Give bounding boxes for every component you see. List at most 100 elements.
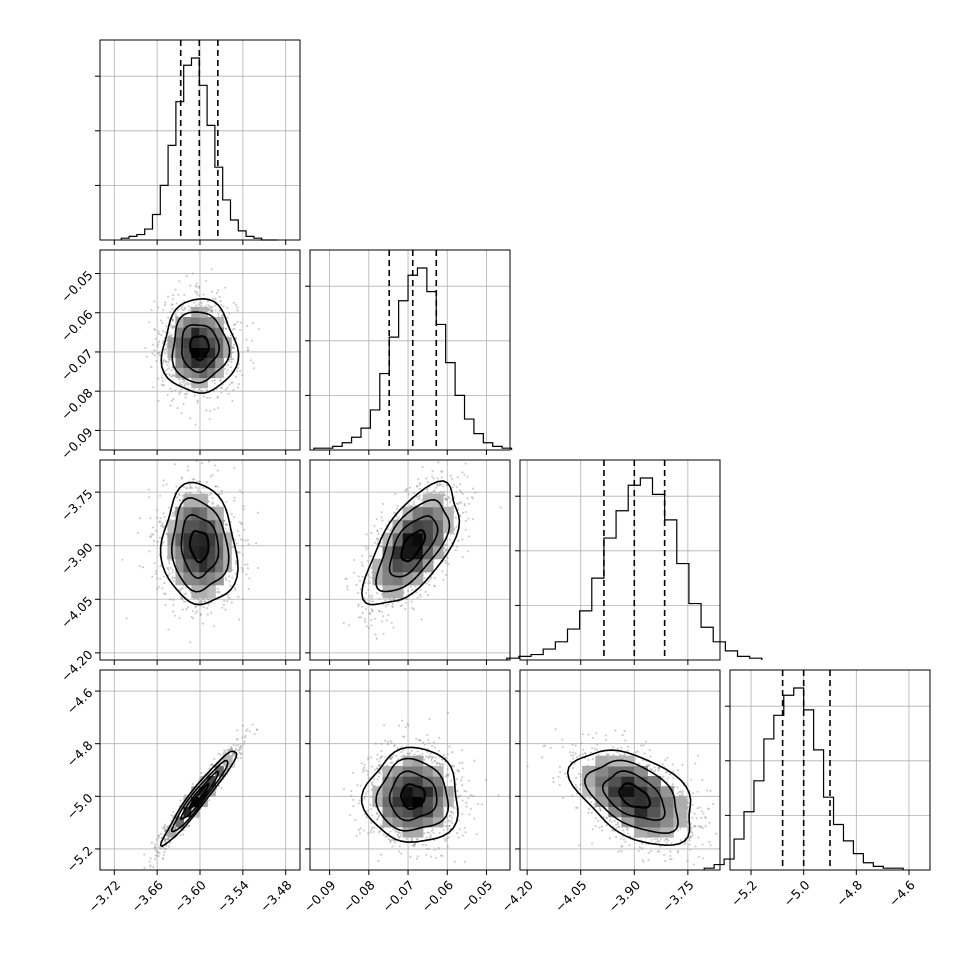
scatter-point [167,335,170,338]
scatter-point [444,559,447,562]
scatter-point [357,829,360,832]
scatter-point [380,750,383,753]
scatter-point [220,386,223,390]
scatter-point [453,533,456,536]
scatter-point [201,597,205,601]
scatter-point [399,604,402,608]
scatter-point [345,577,348,580]
scatter-point [368,576,371,579]
scatter-point [410,600,413,603]
scatter-point [171,298,174,301]
scatter-point [587,758,590,761]
scatter-point [169,566,172,570]
scatter-point [239,744,242,747]
scatter-point [149,535,152,539]
scatter-point [213,464,217,467]
scatter-point [241,491,244,494]
scatter-point [174,315,177,318]
scatter-point [364,620,367,623]
scatter-point [223,599,226,602]
scatter-point [156,851,159,854]
scatter-point [201,462,204,465]
scatter-point [656,838,659,841]
hist-frame-2 [519,459,721,661]
scatter-point [450,822,454,825]
scatter-point [410,750,413,753]
density-block [402,558,414,573]
scatter-point [620,837,623,840]
scatter-point [187,305,190,308]
scatter-point [441,762,444,766]
scatter-point [161,322,164,325]
scatter-point [247,348,250,352]
density-block [191,357,200,368]
scatter-point [378,610,381,613]
density-block [422,776,434,787]
scatter-point [192,617,195,620]
scatter-point [180,307,183,310]
scatter-point [543,744,546,747]
density-block [647,786,661,797]
scatter-point [213,408,216,411]
scatter-point [448,501,451,504]
scatter-point [155,854,158,858]
scatter-point [173,389,176,392]
scatter-point [225,372,228,375]
scatter-point [246,325,249,328]
scatter-point [383,724,386,727]
scatter-point [182,828,185,832]
scatter-point [172,579,175,583]
scatter-point [176,496,179,499]
scatter-point [193,301,196,304]
scatter-point [375,517,378,521]
scatter-point [665,841,668,844]
scatter-point [616,823,620,826]
density-block [647,796,661,808]
scatter-point [446,816,449,819]
scatter-point [211,473,214,477]
scatter-point [416,596,419,599]
scatter-point [220,303,223,307]
scatter-point [208,410,212,413]
scatter-point [446,753,449,756]
density-block [422,558,434,573]
density-block [191,317,200,328]
density-block [422,806,434,818]
scatter-point [173,463,176,466]
density-block [199,506,208,521]
scatter-point [425,847,428,850]
scatter-point [355,584,358,587]
scatter-point [342,622,345,625]
scatter-point [167,367,170,370]
scatter-point [357,603,360,606]
scatter-point [379,853,383,856]
scatter-point [447,773,450,776]
scatter-point [418,494,421,497]
scatter-point [419,588,422,592]
scatter-point [398,845,401,848]
scatter-point [241,538,244,541]
scatter-point [225,579,228,582]
scatter-point [457,794,461,798]
density-block [432,765,444,777]
scatter-point [234,588,237,592]
scatter-point [557,775,560,778]
scatter-point [231,351,235,354]
density-block [608,796,622,808]
contour-1-2-0 [400,529,426,563]
scatter-point [164,593,167,596]
density-block [647,806,661,818]
scatter-point [376,778,379,781]
scatter-point [158,852,161,855]
scatter-point [170,303,173,306]
contour-0-3-2 [171,759,229,833]
scatter-point [185,608,188,611]
scatter-point [428,742,431,745]
scatter-point [197,598,200,601]
scatter-point [431,828,435,831]
scatter-point [426,481,429,484]
scatter-point [594,825,597,828]
scatter-point [399,832,402,835]
scatter-point [440,476,443,479]
scatter-point [155,587,159,590]
